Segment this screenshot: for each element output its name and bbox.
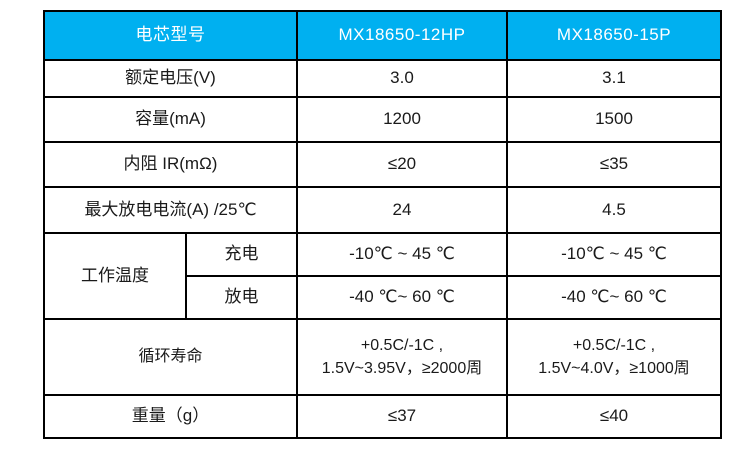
battery-spec-table: 电芯型号 MX18650-12HP MX18650-15P 额定电压(V) 3.…: [43, 10, 722, 439]
spec-value-cell: ≤20: [296, 141, 508, 188]
row-cycle-life: 循环寿命 +0.5C/-1C , 1.5V~3.95V，≥2000周 +0.5C…: [43, 318, 722, 396]
table-header-row: 电芯型号 MX18650-12HP MX18650-15P: [43, 10, 722, 61]
spec-value-cell: -40 ℃~ 60 ℃: [506, 275, 722, 320]
cycle-life-line1: +0.5C/-1C ,: [572, 336, 656, 354]
row-temp-charge: 工作温度 充电 -10℃ ~ 45 ℃ -10℃ ~ 45 ℃: [43, 232, 722, 320]
temp-discharge-label-cell: 放电: [185, 275, 298, 320]
spec-value-cell: 3.0: [296, 59, 508, 98]
row-weight: 重量（g） ≤37 ≤40: [43, 394, 722, 439]
row-capacity: 容量(mA) 1200 1500: [43, 96, 722, 143]
spec-value-cell: ≤40: [506, 394, 722, 439]
spec-value-cell: 3.1: [506, 59, 722, 98]
temp-charge-label-cell: 充电: [185, 232, 298, 277]
cycle-life-line2: 1.5V~4.0V，≥1000周: [538, 360, 690, 377]
spec-label-cell: 内阻 IR(mΩ): [43, 141, 298, 188]
cycle-life-value-cell: +0.5C/-1C , 1.5V~4.0V，≥1000周: [506, 318, 722, 396]
spec-value-cell: ≤37: [296, 394, 508, 439]
spec-value-cell: -10℃ ~ 45 ℃: [296, 232, 508, 277]
spec-value-cell: 1200: [296, 96, 508, 143]
spec-value-cell: 4.5: [506, 186, 722, 234]
cycle-life-value-cell: +0.5C/-1C , 1.5V~3.95V，≥2000周: [296, 318, 508, 396]
spec-label-cell: 最大放电电流(A) /25℃: [43, 186, 298, 234]
spec-value-cell: -40 ℃~ 60 ℃: [296, 275, 508, 320]
header-cell-model: 电芯型号: [43, 10, 298, 61]
row-max-discharge-current: 最大放电电流(A) /25℃ 24 4.5: [43, 186, 722, 234]
spec-value-cell: ≤35: [506, 141, 722, 188]
spec-label-cell: 额定电压(V): [43, 59, 298, 98]
spec-value-cell: -10℃ ~ 45 ℃: [506, 232, 722, 277]
temp-group-label-cell: 工作温度: [43, 232, 187, 320]
spec-label-cell: 循环寿命: [43, 318, 298, 396]
row-temp-discharge: 放电 -40 ℃~ 60 ℃ -40 ℃~ 60 ℃: [44, 275, 722, 320]
spec-label-cell: 容量(mA): [43, 96, 298, 143]
spec-label-cell: 重量（g）: [43, 394, 298, 439]
spec-value-cell: 1500: [506, 96, 722, 143]
header-cell-mx18650-12hp: MX18650-12HP: [296, 10, 508, 61]
cycle-life-line2: 1.5V~3.95V，≥2000周: [321, 360, 483, 377]
header-cell-mx18650-15p: MX18650-15P: [506, 10, 722, 61]
row-internal-resistance: 内阻 IR(mΩ) ≤20 ≤35: [43, 141, 722, 188]
row-rated-voltage: 额定电压(V) 3.0 3.1: [43, 59, 722, 98]
cycle-life-line1: +0.5C/-1C ,: [360, 336, 444, 354]
spec-value-cell: 24: [296, 186, 508, 234]
